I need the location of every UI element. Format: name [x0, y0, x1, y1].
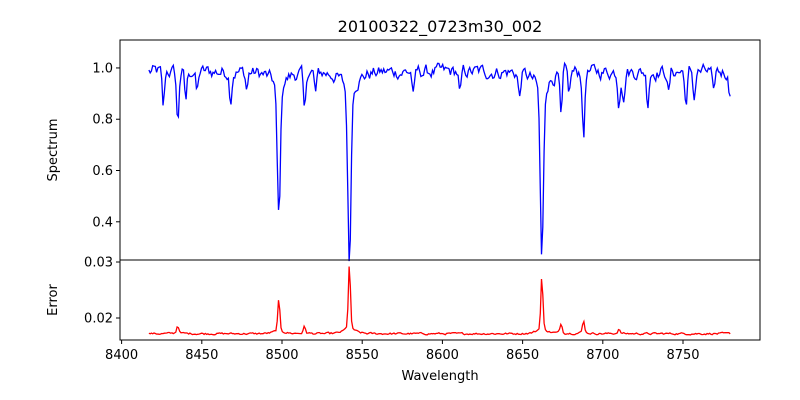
chart-title: 20100322_0723m30_002	[338, 17, 543, 37]
error-panel: 0.02 0.03	[84, 256, 761, 341]
y-tick-label: 0.02	[84, 311, 113, 326]
x-tick-label: 8650	[506, 348, 539, 363]
x-tick-label: 8600	[426, 348, 459, 363]
x-tick-label: 8550	[346, 348, 379, 363]
spectrum-panel: 0.4 0.6 0.8 1.0	[92, 39, 761, 262]
x-tick-label: 8500	[265, 348, 298, 363]
x-tick-label: 8750	[666, 348, 699, 363]
y-tick-label: 0.4	[92, 215, 113, 230]
y-tick-label: 0.8	[92, 113, 113, 128]
y-tick-label: 0.6	[92, 164, 113, 179]
spectrum-ylabel: Spectrum	[46, 119, 61, 182]
error-line	[148, 266, 731, 336]
x-tick-label: 8700	[586, 348, 619, 363]
error-ylabel: Error	[46, 284, 61, 316]
y-tick-label: 0.03	[84, 256, 113, 271]
y-tick-label: 1.0	[92, 61, 113, 76]
x-axis: 8400 8450 8500 8550 8600 8650 8700 8750	[105, 340, 700, 363]
x-tick-label: 8400	[105, 348, 138, 363]
x-tick-label: 8450	[185, 348, 218, 363]
axes-frame	[119, 259, 761, 341]
spectrum-line	[148, 61, 731, 262]
x-axis-label: Wavelength	[401, 369, 478, 384]
